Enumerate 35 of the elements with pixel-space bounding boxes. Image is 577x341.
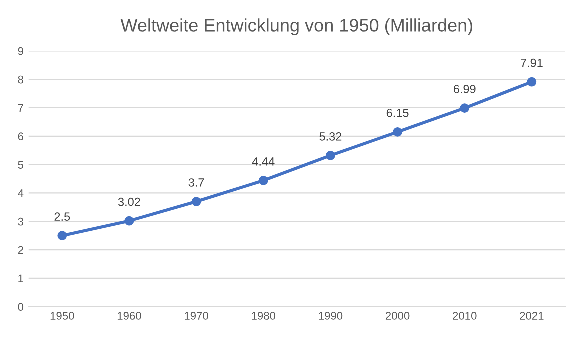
text: 5.32 bbox=[320, 132, 342, 141]
y-tick-label: 8 bbox=[18, 76, 24, 84]
text: 6.99 bbox=[454, 85, 476, 94]
text: 7.91 bbox=[521, 58, 543, 68]
text: 3.02 bbox=[118, 198, 140, 206]
point bbox=[393, 127, 402, 137]
x-tick-label: 2010 bbox=[453, 312, 477, 320]
text: 4.44 bbox=[252, 158, 275, 166]
x-tick-label: 1960 bbox=[118, 312, 142, 320]
y-tick-label: 3 bbox=[18, 218, 24, 226]
y-tick-label: 2 bbox=[18, 246, 24, 254]
text: 6.15 bbox=[386, 108, 409, 118]
x-tick-label: 1970 bbox=[185, 312, 208, 320]
point bbox=[192, 197, 202, 206]
y-tick-label: 6 bbox=[18, 132, 24, 141]
y-tick-label: 1 bbox=[18, 274, 24, 283]
y-tick-label: 4 bbox=[18, 190, 24, 198]
x-tick-label: 1950 bbox=[50, 312, 74, 320]
x-tick-label: 2021 bbox=[520, 312, 544, 320]
point bbox=[124, 216, 134, 226]
point bbox=[58, 231, 68, 241]
y-tick-label: 7 bbox=[18, 104, 24, 112]
y-tick-label: 9 bbox=[18, 47, 24, 56]
y-tick-label: 0 bbox=[18, 303, 24, 312]
text: 2.5 bbox=[54, 212, 70, 222]
point bbox=[460, 104, 470, 113]
point bbox=[326, 151, 336, 160]
x-tick-label: 1990 bbox=[319, 312, 343, 320]
y-tick-label: 5 bbox=[18, 161, 24, 169]
x-tick-label: 1980 bbox=[252, 312, 276, 320]
point bbox=[527, 77, 537, 87]
chart-title: Weltweite Entwicklung von 1950 (Milliarden) bbox=[120, 18, 473, 36]
point bbox=[258, 176, 268, 186]
text: 3.7 bbox=[188, 178, 204, 187]
x-tick-label: 2000 bbox=[386, 312, 410, 320]
